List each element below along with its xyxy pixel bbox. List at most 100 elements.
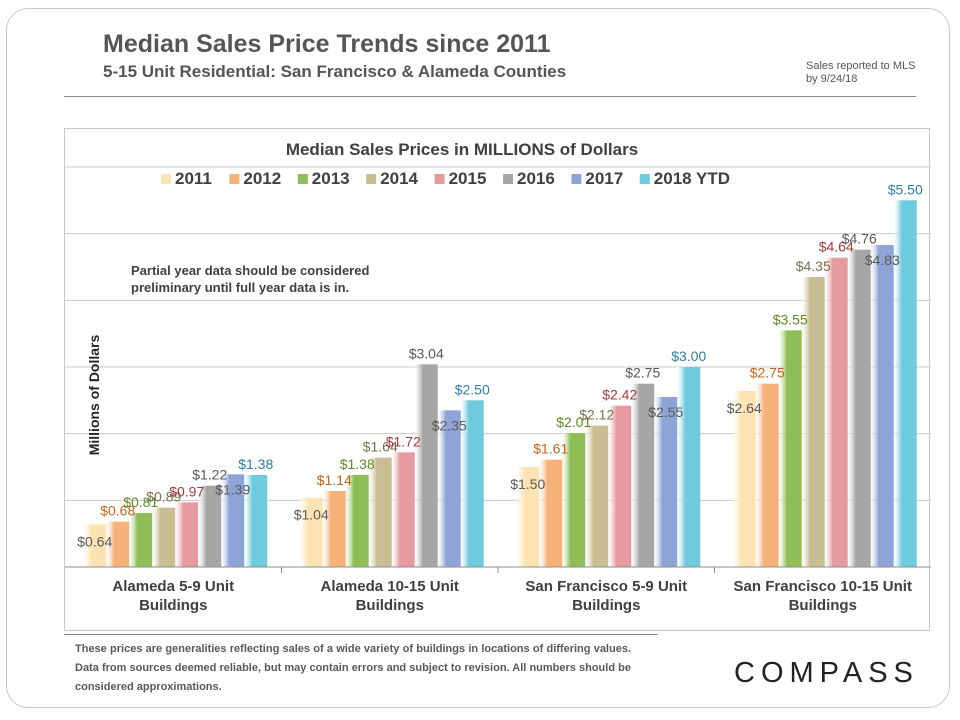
bars: $0.64 $0.68$0.81$0.89$0.97$1.22$1.39 $1.38… (77, 181, 923, 567)
chart-title: Median Sales Prices in MILLIONS of Dolla… (286, 140, 638, 159)
bar-data-label: $1.22 (192, 467, 227, 483)
bar-data-label: $4.76 (842, 231, 877, 247)
bar-data-label: $2.64 (727, 400, 762, 416)
bar-data-label: $4.83 (865, 252, 900, 268)
x-category-label: Alameda 10-15 Unit (321, 578, 459, 595)
bar-data-label: $1.61 (533, 441, 568, 457)
bar (460, 400, 484, 567)
bar (244, 475, 268, 567)
bar (221, 474, 245, 567)
legend-swatch (229, 174, 240, 184)
legend-swatch (434, 174, 445, 184)
bar (175, 502, 199, 567)
chart-area: Median Sales Prices in MILLIONS of Dolla… (64, 128, 931, 631)
bar-data-label: $1.39 (215, 481, 250, 497)
bar (83, 524, 107, 567)
bar (824, 257, 848, 567)
bar-data-label: $1.72 (386, 433, 421, 449)
bar-data-label: $1.38 (238, 456, 273, 472)
x-category-label: Buildings (356, 597, 424, 614)
legend-item: 2017 (571, 169, 623, 188)
bar (391, 452, 415, 567)
bar (322, 491, 346, 567)
partial-year-annotation: Partial year data should be considered pr… (131, 263, 369, 295)
page-subtitle: 5-15 Unit Residential: San Francisco & A… (103, 62, 567, 81)
bar-data-label: $2.55 (648, 404, 683, 420)
legend-label: 2011 (175, 169, 212, 188)
legend-label: 2015 (449, 169, 487, 188)
x-category-label: Buildings (139, 597, 207, 614)
bar-data-label: $1.04 (294, 507, 329, 523)
bar-data-label: $0.97 (169, 483, 204, 499)
annotation-line: Partial year data should be considered (131, 263, 369, 278)
bar (847, 249, 871, 567)
bar-data-label: $0.89 (146, 489, 181, 505)
bar (585, 425, 609, 567)
y-axis: $-$1$2$3$4$5$6Millions of Dollars (86, 335, 102, 456)
legend-swatch (161, 174, 171, 184)
x-category-label: Buildings (789, 597, 857, 614)
bar (562, 433, 586, 567)
legend-swatch (366, 174, 377, 184)
bar-data-label: $1.50 (510, 476, 545, 492)
bar-data-label: $5.50 (888, 181, 923, 197)
x-category-label: Alameda 5-9 Unit (112, 578, 234, 595)
legend: 2011 2012 2013 2014 2015 2016 2017 2018 YTD (161, 169, 730, 188)
sales-reported-note: Sales reported to MLS by 9/24/18 (806, 60, 916, 85)
bar (414, 364, 438, 567)
bar (539, 459, 563, 567)
legend-label: 2012 (243, 169, 281, 188)
bar-data-label: $0.64 (77, 533, 112, 549)
bar (152, 507, 176, 567)
bar (870, 245, 894, 567)
bar (631, 383, 655, 567)
bar (893, 200, 917, 567)
bar (299, 497, 323, 567)
legend-item: 2011 (161, 169, 212, 188)
bar (654, 397, 678, 567)
legend-item: 2018 YTD (639, 169, 730, 188)
bar-data-label: $2.75 (625, 365, 660, 381)
bar (755, 383, 779, 567)
legend-item: 2015 (434, 169, 487, 188)
bar-chart: Median Sales Prices in MILLIONS of Dolla… (65, 140, 931, 614)
legend-item: 2014 (366, 169, 419, 188)
slide-frame (6, 8, 950, 708)
bar-data-label: $0.68 (100, 503, 135, 519)
footer-divider (64, 634, 658, 635)
bar-data-label: $0.81 (123, 494, 158, 510)
legend-item: 2016 (503, 169, 555, 188)
bar (129, 513, 153, 567)
legend-swatch (297, 174, 308, 184)
bar-data-label: $2.35 (432, 417, 467, 433)
legend-swatch (571, 174, 582, 184)
legend-label: 2018 YTD (654, 169, 730, 188)
bar-data-label: $1.14 (317, 472, 352, 488)
bar-data-label: $2.01 (556, 414, 591, 430)
bar (801, 277, 825, 567)
bar-data-label: $3.04 (409, 345, 444, 361)
bar-data-label: $2.12 (579, 407, 614, 423)
bar-data-label: $1.64 (363, 439, 398, 455)
legend-label: 2016 (517, 169, 555, 188)
bar-data-label: $2.50 (455, 381, 490, 397)
disclaimer-text: These prices are generalities reflecting… (75, 643, 631, 693)
legend-label: 2013 (312, 169, 350, 188)
compass-logo: COMPASS (734, 657, 919, 689)
page-title: Median Sales Price Trends since 2011 (103, 30, 551, 58)
bar (778, 330, 802, 567)
bar-data-label: $3.00 (671, 348, 706, 364)
bar-data-label: $2.42 (602, 387, 637, 403)
legend-item: 2013 (297, 169, 350, 188)
bar-data-label: $4.35 (796, 258, 831, 274)
bar (368, 457, 392, 567)
bar (437, 410, 461, 567)
bar-data-label: $3.55 (773, 311, 808, 327)
bar-data-label: $4.64 (819, 239, 854, 255)
x-category-label: San Francisco 10-15 Unit (734, 578, 912, 595)
bar (677, 367, 701, 567)
bar-data-label: $1.38 (340, 456, 375, 472)
bar (106, 521, 130, 567)
bar (608, 405, 632, 567)
bar (732, 391, 756, 567)
